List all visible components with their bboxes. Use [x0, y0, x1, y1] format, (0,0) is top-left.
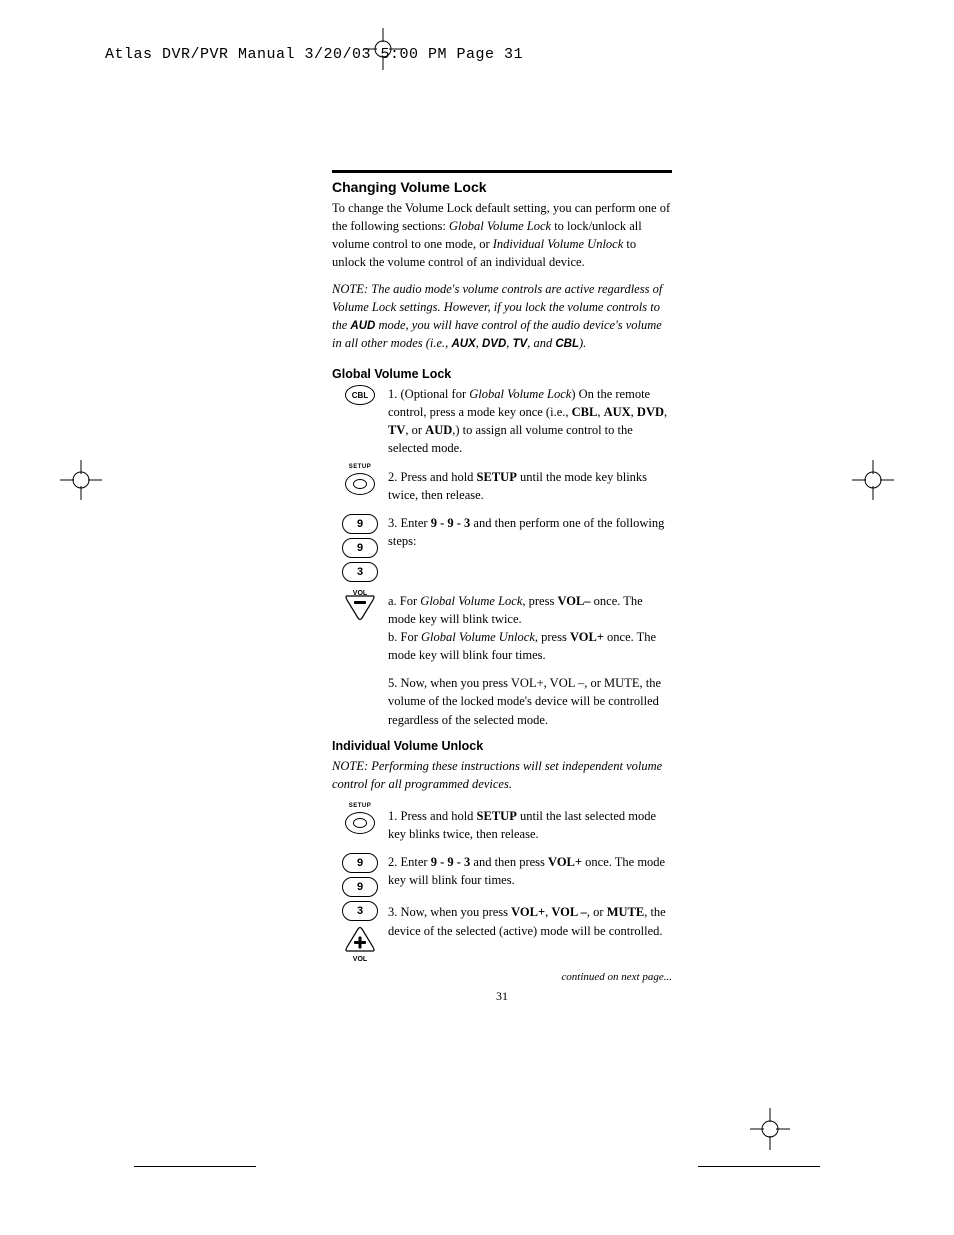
- intro-paragraph: To change the Volume Lock default settin…: [332, 199, 672, 272]
- s1-prefix: 1. (Optional for: [388, 387, 469, 401]
- ivu-s2-prefix: 2. Enter: [388, 855, 431, 869]
- ivu-s3-prefix: 3. Now, when you press: [388, 905, 511, 919]
- gvl-heading: Global Volume Lock: [332, 367, 672, 381]
- setup-button-icon: SETUP: [341, 807, 379, 839]
- digit-9-icon: 9: [342, 877, 378, 897]
- gvl-step-2: SETUP 2. Press and hold SETUP until the …: [332, 468, 672, 504]
- ivu-s3-k1: VOL+: [511, 905, 545, 919]
- s1-cbl: CBL: [572, 405, 598, 419]
- setup-button-icon: SETUP: [341, 468, 379, 500]
- ivu-step-1: SETUP 1. Press and hold SETUP until the …: [332, 807, 672, 843]
- s1-em: Global Volume Lock: [469, 387, 571, 401]
- ivu-s3-k2: VOL –: [551, 905, 587, 919]
- s1-aux: AUX: [604, 405, 631, 419]
- intro-gvl: Global Volume Lock: [449, 219, 551, 233]
- note1-tv: TV: [513, 338, 528, 350]
- s3-prefix: 3. Enter: [388, 516, 431, 530]
- note1-aux: AUX: [451, 338, 475, 350]
- cbl-button-icon: CBL: [345, 385, 375, 405]
- note1-suffix: ).: [579, 336, 586, 350]
- s4b-key: VOL+: [570, 630, 604, 644]
- s4a-prefix: a. For: [388, 594, 420, 608]
- digit-9-icon: 9: [342, 853, 378, 873]
- ivu-s1-setup: SETUP: [477, 809, 517, 823]
- s2-setup: SETUP: [477, 470, 517, 484]
- digit-3-icon: 3: [342, 562, 378, 582]
- vol-down-icon: VOL: [343, 592, 377, 628]
- digit-9-icon: 9: [342, 538, 378, 558]
- ivu-s3-k3: MUTE: [607, 905, 645, 919]
- continued-footer: continued on next page...: [332, 971, 672, 983]
- s3-code: 9 - 9 - 3: [431, 516, 471, 530]
- digit-3-icon: 3: [342, 901, 378, 921]
- digit-9-icon: 9: [342, 514, 378, 534]
- ivu-s3-or: , or: [587, 905, 607, 919]
- page-body: Changing Volume Lock To change the Volum…: [332, 170, 672, 1004]
- crop-mark-top: [363, 28, 403, 70]
- s4a-mid: , press: [522, 594, 557, 608]
- s5-text: 5. Now, when you press VOL+, VOL –, or M…: [388, 674, 672, 728]
- note1-c3: , and: [527, 336, 555, 350]
- gvl-step-1: CBL 1. (Optional for Global Volume Lock)…: [332, 385, 672, 458]
- note1-dvd: DVD: [482, 338, 506, 350]
- s4b-prefix: b. For: [388, 630, 421, 644]
- crop-mark-left: [60, 460, 102, 505]
- s2-prefix: 2. Press and hold: [388, 470, 477, 484]
- s1-aud: AUD: [425, 423, 452, 437]
- ivu-s1-prefix: 1. Press and hold: [388, 809, 477, 823]
- note-2: NOTE: Performing these instructions will…: [332, 757, 672, 793]
- crop-mark-right: [852, 460, 894, 505]
- s4a-em: Global Volume Lock: [420, 594, 522, 608]
- note1-cbl: CBL: [555, 338, 579, 350]
- intro-ivu: Individual Volume Unlock: [493, 237, 624, 251]
- page-number: 31: [332, 989, 672, 1004]
- ivu-heading: Individual Volume Unlock: [332, 739, 672, 753]
- vol-up-icon: VOL: [343, 925, 377, 961]
- s1-or: , or: [405, 423, 425, 437]
- note-1: NOTE: The audio mode's volume controls a…: [332, 280, 672, 354]
- ivu-step-2: 9 9 3 VOL 2. Enter 9 - 9 - 3 and then pr…: [332, 853, 672, 961]
- gvl-step-4a: VOL a. For Global Volume Lock, press VOL…: [332, 592, 672, 665]
- s4b-mid: , press: [535, 630, 570, 644]
- ivu-s2-code: 9 - 9 - 3: [431, 855, 471, 869]
- s4a-key: VOL–: [557, 594, 590, 608]
- s1-tv: TV: [388, 423, 405, 437]
- main-heading: Changing Volume Lock: [332, 179, 672, 195]
- crop-mark-bottom: [750, 1108, 790, 1155]
- bottom-rule-left: [134, 1166, 256, 1167]
- gvl-step-5: 5. Now, when you press VOL+, VOL –, or M…: [332, 674, 672, 728]
- s1-dvd: DVD: [637, 405, 664, 419]
- ivu-s2-mid: and then press: [470, 855, 548, 869]
- ivu-s2-key: VOL+: [548, 855, 582, 869]
- gvl-step-3: 9 9 3 3. Enter 9 - 9 - 3 and then perfor…: [332, 514, 672, 582]
- note1-aud: AUD: [350, 320, 375, 332]
- bottom-rule-right: [698, 1166, 820, 1167]
- title-rule: [332, 170, 672, 173]
- s4b-em: Global Volume Unlock: [421, 630, 535, 644]
- pdf-header: Atlas DVR/PVR Manual 3/20/03 5:00 PM Pag…: [105, 46, 523, 63]
